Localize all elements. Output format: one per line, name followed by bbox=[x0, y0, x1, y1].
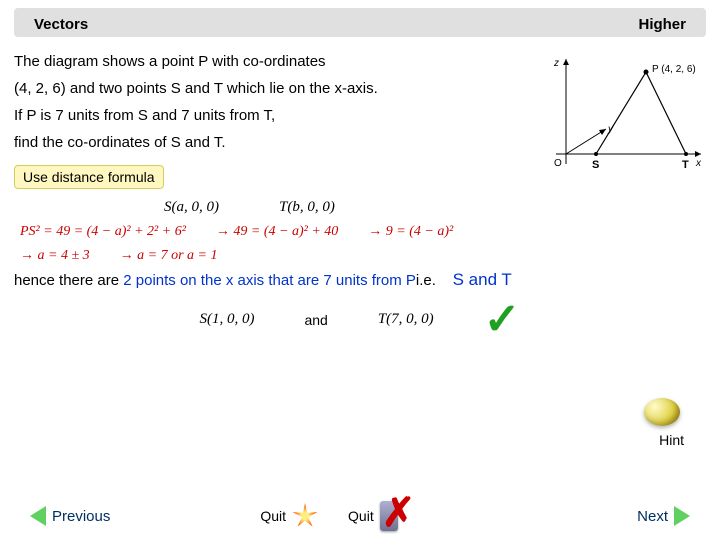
burst-icon bbox=[292, 503, 318, 529]
quit-group: Quit Quit ✗ bbox=[260, 496, 415, 536]
x-icon: ✗ bbox=[382, 490, 416, 536]
eq4: → a = 4 ± 3 bbox=[20, 248, 90, 264]
point-s-def: S(a, 0, 0) bbox=[164, 199, 219, 216]
hence-pre: hence there are bbox=[14, 272, 123, 289]
hint-label[interactable]: Hint bbox=[659, 432, 684, 448]
quit-label-2: Quit bbox=[348, 508, 374, 524]
t-label: T bbox=[682, 159, 689, 171]
header-bar: Vectors Higher bbox=[14, 8, 706, 37]
quit-button-1[interactable]: Quit bbox=[260, 503, 318, 529]
arrow-right-icon bbox=[674, 506, 690, 526]
previous-button[interactable]: Previous bbox=[30, 506, 110, 526]
quit-label-1: Quit bbox=[260, 508, 286, 524]
answer-row: S(1, 0, 0) and T(7, 0, 0) ✓ bbox=[14, 294, 706, 345]
answer-s: S(1, 0, 0) bbox=[199, 311, 254, 328]
hence-line: hence there are 2 points on the x axis t… bbox=[14, 270, 706, 290]
hence-st: S and T bbox=[453, 270, 512, 289]
point-t-def: T(b, 0, 0) bbox=[279, 199, 335, 216]
arrow-left-icon bbox=[30, 506, 46, 526]
eq2: → 49 = (4 − a)² + 40 bbox=[216, 224, 338, 240]
next-button[interactable]: Next bbox=[637, 506, 690, 526]
origin-label: O bbox=[554, 158, 562, 169]
hence-mid: 2 points on the x axis that are 7 units … bbox=[123, 272, 416, 289]
hence-ie: i.e. bbox=[416, 272, 436, 289]
and-word: and bbox=[304, 312, 327, 328]
eq3: → 9 = (4 − a)² bbox=[368, 224, 453, 240]
hint-orb-icon[interactable] bbox=[644, 398, 680, 426]
nav-bar: Previous Quit Quit ✗ Next bbox=[0, 496, 720, 536]
checkmark-icon: ✓ bbox=[484, 294, 521, 345]
eq5: → a = 7 or a = 1 bbox=[120, 248, 218, 264]
next-label: Next bbox=[637, 508, 668, 525]
previous-label: Previous bbox=[52, 508, 110, 525]
topic-title: Vectors bbox=[34, 16, 88, 33]
axis-z-label: z bbox=[553, 58, 559, 69]
instruction-box: Use distance formula bbox=[14, 165, 164, 189]
point-defs: S(a, 0, 0) T(b, 0, 0) bbox=[164, 199, 706, 216]
quit-button-2[interactable]: Quit ✗ bbox=[348, 496, 415, 536]
p-label: P (4, 2, 6) bbox=[652, 64, 696, 75]
axis-x-label: x bbox=[695, 158, 702, 169]
eq1: PS² = 49 = (4 − a)² + 2² + 6² bbox=[20, 224, 186, 240]
level-label: Higher bbox=[638, 16, 686, 33]
coordinate-diagram: x z y O S T P (4, 2, 6) bbox=[536, 54, 706, 184]
math-row-1: PS² = 49 = (4 − a)² + 2² + 6² → 49 = (4 … bbox=[20, 224, 700, 240]
s-label: S bbox=[592, 159, 599, 171]
math-row-2: → a = 4 ± 3 → a = 7 or a = 1 bbox=[20, 248, 700, 264]
answer-t: T(7, 0, 0) bbox=[378, 311, 434, 328]
